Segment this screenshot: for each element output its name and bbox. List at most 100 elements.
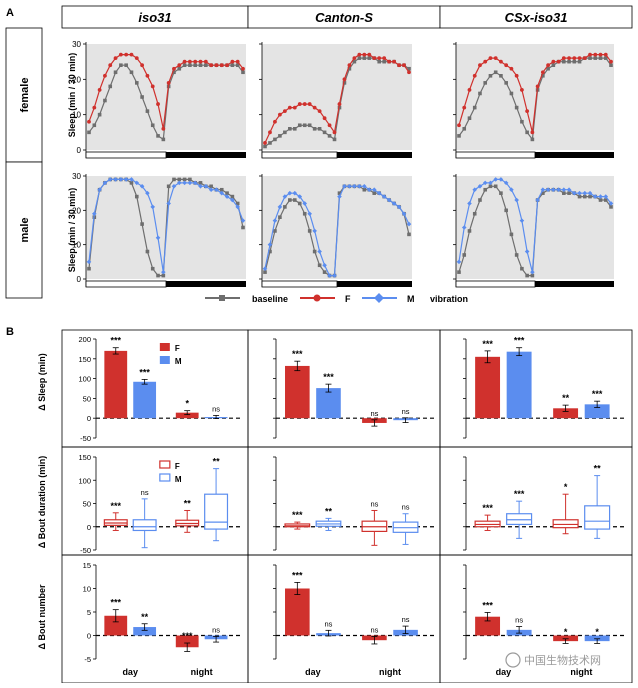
point-F [540, 70, 545, 75]
point-baseline [235, 63, 240, 67]
panel-b-ylabel-1: Δ Bout duration (min) [37, 456, 47, 548]
sex-label-male: male [19, 217, 31, 242]
panel-b-1-CSx-iso31: ********* [463, 456, 626, 551]
point-baseline [87, 130, 91, 135]
point-baseline [145, 249, 150, 254]
point-baseline [478, 91, 482, 96]
point-M [519, 218, 525, 223]
point-M [150, 204, 156, 210]
point-M [472, 187, 478, 193]
point-baseline [145, 109, 150, 113]
point-baseline [609, 63, 613, 67]
significance-label: *** [111, 501, 122, 511]
point-baseline [312, 249, 317, 254]
legend-m-swatch [159, 356, 170, 364]
point-M [145, 190, 150, 196]
significance-label: *** [139, 367, 150, 377]
point-M [577, 190, 582, 196]
point-baseline [156, 273, 160, 278]
point-F [546, 63, 551, 68]
sex-column: female male [5, 27, 43, 299]
point-M [224, 194, 230, 199]
point-baseline [377, 59, 382, 64]
point-baseline [108, 84, 113, 89]
point-M [598, 194, 603, 199]
significance-label: *** [182, 631, 193, 641]
point-M [503, 180, 509, 186]
legend-male-label: M [407, 294, 415, 304]
profile-background [86, 44, 246, 150]
watermark-text: 中国生物技术网 [524, 653, 601, 667]
point-F [241, 66, 245, 71]
panel-a-ylabel-male: Sleep (min / 30 min) [67, 188, 77, 273]
point-baseline [407, 66, 411, 71]
y-tick-label: 30 [72, 172, 81, 181]
point-M [362, 184, 367, 189]
y-tick-label: 20 [72, 206, 81, 215]
point-baseline [302, 123, 307, 128]
point-baseline [268, 141, 272, 145]
y-tick-label: 0 [77, 146, 82, 155]
point-F [588, 52, 592, 57]
point-M [171, 184, 177, 189]
point-M [401, 211, 407, 217]
y-tick-label: 0 [77, 275, 82, 284]
x-label-night: night [191, 667, 213, 677]
point-baseline [124, 63, 128, 67]
dark-phase-bar [337, 152, 412, 158]
point-baseline [263, 270, 267, 274]
point-M [277, 204, 283, 210]
point-M [371, 187, 377, 193]
light-phase-bar [85, 151, 167, 159]
panel-b-ylabel-2: Δ Bout number [37, 584, 47, 649]
point-baseline [92, 123, 97, 128]
significance-label: *** [111, 598, 122, 608]
legend-f-label: F [175, 344, 180, 353]
significance-label: *** [482, 600, 493, 610]
point-baseline [509, 232, 514, 237]
point-F [467, 88, 472, 92]
watermark-icon [505, 652, 521, 668]
legend-baseline-label: baseline [252, 294, 288, 304]
point-baseline [322, 130, 327, 135]
point-F [277, 112, 282, 117]
significance-label: *** [514, 489, 525, 499]
point-baseline [288, 198, 292, 202]
point-baseline [462, 253, 467, 257]
point-M [107, 177, 113, 182]
point-baseline [312, 127, 317, 131]
point-baseline [525, 273, 529, 278]
point-baseline [342, 81, 347, 85]
point-M [166, 201, 171, 206]
point-baseline [551, 63, 556, 67]
sleep-profiles: 0 10 20 30 0 10 20 30 [72, 40, 614, 288]
point-F [108, 63, 113, 68]
point-M [352, 184, 357, 189]
point-baseline [129, 181, 134, 185]
point-F [103, 73, 107, 78]
point-M [406, 221, 412, 227]
y-tick-label: 15 [83, 561, 91, 570]
point-F [567, 56, 571, 61]
point-M [272, 218, 278, 223]
significance-label: ** [594, 464, 602, 474]
significance-label: ns [212, 404, 220, 413]
point-M [357, 184, 362, 189]
y-tick-label: 150 [78, 453, 91, 462]
point-baseline [172, 70, 176, 75]
point-M [282, 194, 288, 199]
point-baseline [268, 249, 272, 254]
point-baseline [297, 123, 302, 128]
significance-label: *** [292, 349, 303, 359]
point-F [377, 56, 382, 61]
point-M [572, 190, 577, 196]
point-baseline [588, 56, 592, 60]
significance-label: ** [184, 498, 192, 508]
strain-header-2: CSx-iso31 [505, 10, 568, 25]
significance-label: ** [213, 457, 221, 467]
point-baseline [588, 194, 592, 199]
panel-b-0-Canton-S: *** *** ns ns [273, 338, 434, 439]
significance-label: ns [325, 619, 333, 628]
point-F [97, 88, 102, 92]
significance-label: ** [325, 506, 333, 516]
